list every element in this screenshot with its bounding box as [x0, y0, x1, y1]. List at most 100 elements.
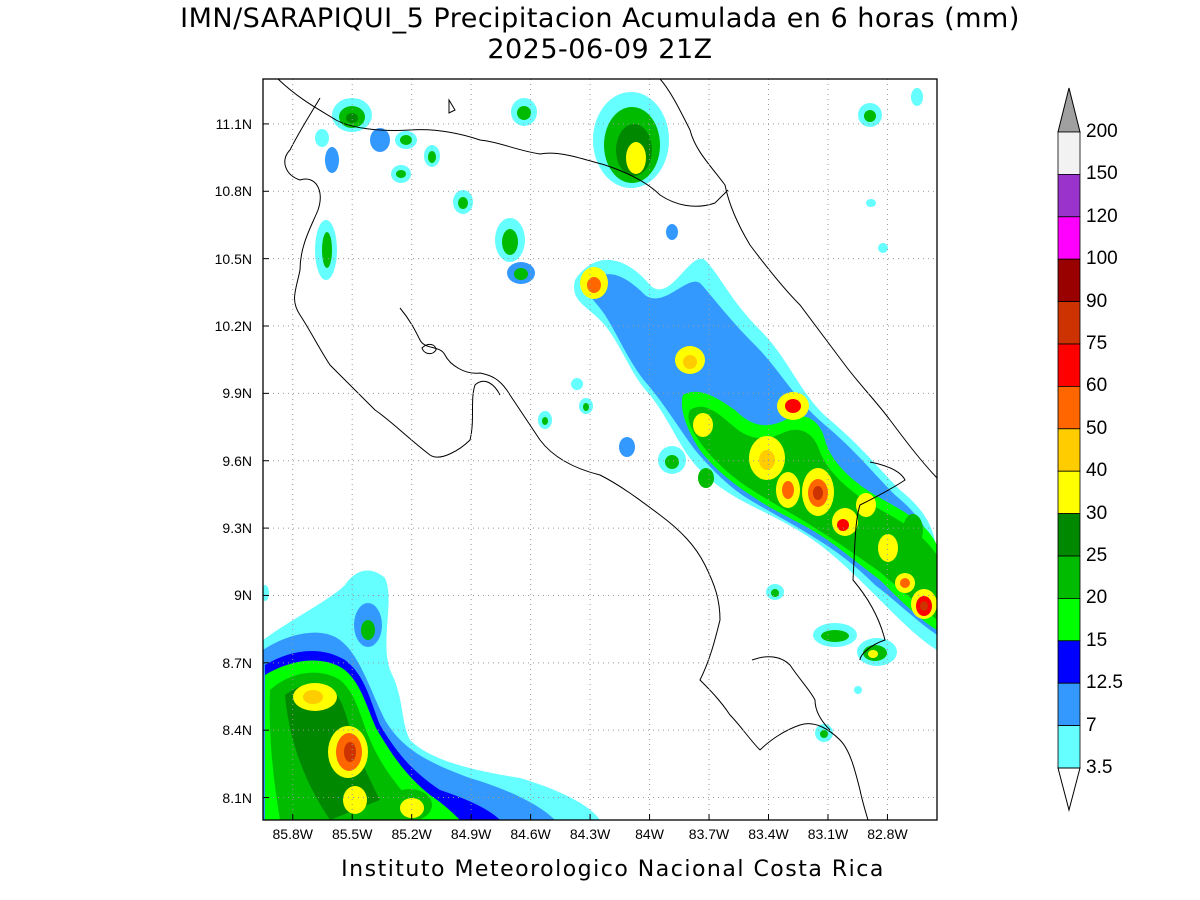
colorbar-swatch: [1057, 682, 1081, 727]
rain-cell-n-8-core: [517, 106, 531, 120]
rain-cell-n-13: [911, 88, 923, 106]
colorbar-label: 25: [1086, 545, 1108, 566]
nicoya-peninsula: [399, 307, 761, 751]
lat-tick-label: 10.5N: [214, 250, 252, 267]
rain-cell-s-3: [619, 437, 635, 457]
colorbar-swatch: [1057, 173, 1081, 218]
lat-tick-label: 9.9N: [222, 385, 252, 402]
rain-cell-s-6-core: [771, 589, 779, 597]
island-north: [448, 98, 456, 114]
colorbar-label: 100: [1086, 248, 1118, 270]
colorbar-swatch: [1057, 725, 1081, 769]
colorbar: [1057, 87, 1081, 812]
rain-cell-n-1-core: [346, 113, 358, 123]
rain-cell-n-7: [315, 129, 329, 147]
rain-cell-c-13: [903, 514, 923, 546]
map-title: IMN/SARAPIQUI_5 Precipitacion Acumulada …: [180, 3, 1020, 34]
colorbar-swatch: [1057, 258, 1081, 303]
rain-cell-c-11-core: [900, 578, 910, 588]
grid-lines: [263, 79, 937, 820]
footer-credit: Instituto Meteorologico Nacional Costa R…: [341, 857, 885, 882]
colorbar-label: 150: [1086, 163, 1118, 185]
colorbar-swatch: [1057, 428, 1081, 472]
rain-cell-c-9: [856, 493, 876, 517]
rain-cell-n-14-core: [502, 229, 518, 255]
rain-cell-sw-a-core: [303, 690, 323, 704]
rain-cell-s-11: [878, 243, 888, 253]
rain-cell-c-2-core: [683, 355, 697, 369]
rain-cell-c-8-core: [837, 519, 849, 531]
axis-ticks: [263, 123, 888, 820]
rain-cell-s-14: [571, 378, 583, 390]
colorbar-swatch: [1057, 343, 1081, 387]
rain-cell-c-12-core: [920, 601, 928, 611]
colorbar-swatch: [1057, 216, 1081, 260]
lat-tick-label: 11.1N: [215, 115, 252, 132]
island-gulf-nicoya: [421, 343, 437, 355]
colorbar-label: 15: [1086, 629, 1108, 651]
colorbar-label: 75: [1086, 333, 1108, 354]
lon-tick-label: 84.9W: [450, 826, 492, 842]
precipitation-field: [263, 88, 937, 820]
rain-cell-s-7-core: [821, 630, 849, 642]
rain-cell-s-5: [698, 468, 714, 488]
rain-cell-n-11-core: [626, 142, 646, 174]
plot-frame: [262, 78, 938, 821]
rain-cell-n-6: [325, 147, 339, 173]
rain-cell-c-4-core: [785, 399, 801, 413]
colorbar-label: 90: [1086, 290, 1108, 312]
colorbar-label: 20: [1086, 587, 1108, 609]
rain-cell-s-15: [263, 585, 269, 601]
colorbar-swatch: [1057, 640, 1081, 684]
lat-tick-label: 8.1N: [222, 789, 252, 806]
rain-cell-sw-e-core: [361, 620, 375, 640]
lon-tick-label: 84W: [635, 826, 664, 842]
osa-peninsula: [751, 656, 831, 731]
colorbar-label: 7: [1086, 714, 1097, 736]
lon-tick-label: 85.8W: [272, 826, 313, 842]
rain-cell-sw-b-core: [344, 742, 356, 762]
colorbar-under-arrow: [1057, 767, 1081, 812]
rain-cell-n-9-core: [458, 197, 468, 209]
lat-tick-label: 9.6N: [222, 452, 252, 469]
rain-cell-c-5-core: [759, 450, 775, 470]
rain-cell-n-5-core: [396, 170, 406, 178]
colorbar-label: 40: [1086, 460, 1108, 482]
lat-tick-label: 9.3N: [222, 520, 252, 537]
map-datetime: 2025-06-09 21Z: [487, 34, 713, 65]
colorbar-label: 60: [1086, 375, 1108, 397]
colorbar-swatch: [1057, 385, 1081, 430]
rain-cell-n-4-core: [428, 151, 436, 163]
rain-cell-n-10-core: [322, 232, 332, 268]
rain-cell-s-9-core: [820, 730, 828, 738]
lon-tick-label: 85.2W: [391, 826, 432, 842]
coastlines: [277, 79, 937, 820]
caribbean-coast: [659, 79, 937, 479]
colorbar-swatch: [1057, 301, 1081, 345]
rain-cell-s-12: [854, 686, 862, 694]
lat-tick-label: 10.2N: [214, 318, 252, 334]
lat-tick-label: 9N: [234, 587, 252, 604]
pacific-coast-north: [284, 97, 501, 458]
rain-cell-s-10: [866, 199, 876, 207]
rain-cell-s-2-core: [583, 403, 589, 411]
rain-cell-n-15-core: [514, 268, 528, 280]
colorbar-label: 3.5: [1086, 757, 1113, 778]
nicaragua-border: [277, 79, 729, 207]
lon-tick-label: 83.1W: [807, 826, 849, 842]
colorbar-label: 120: [1086, 205, 1118, 227]
lat-tick-label: 8.7N: [222, 654, 252, 671]
lon-tick-label: 83.4W: [748, 826, 789, 842]
colorbar-over-arrow: [1057, 87, 1081, 133]
lat-tick-label: 8.4N: [222, 722, 252, 739]
lon-tick-label: 84.6W: [510, 826, 551, 842]
rain-cell-c-6-core: [813, 486, 823, 500]
rain-cell-c-3: [693, 413, 713, 437]
rain-cell-c-7-core: [782, 481, 794, 499]
lon-tick-label: 85.5W: [331, 826, 373, 842]
rain-cell-s-8-peak: [868, 650, 878, 658]
colorbar-swatch: [1057, 555, 1081, 599]
colorbar-label: 12.5: [1086, 672, 1123, 694]
rain-cell-s-13: [666, 224, 678, 240]
rain-cell-s-1-core: [542, 417, 548, 425]
